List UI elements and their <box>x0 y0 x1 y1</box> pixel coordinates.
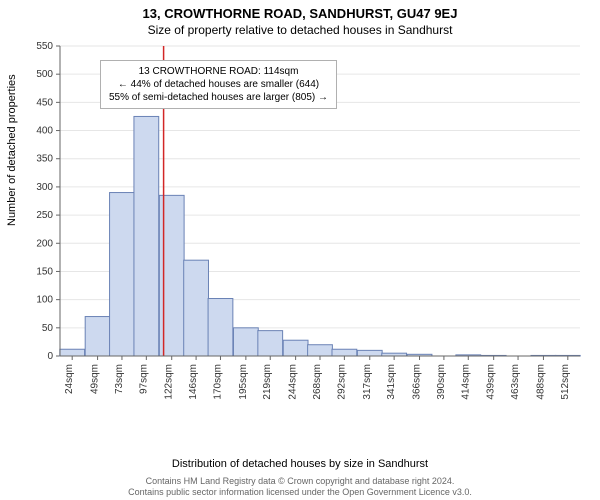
histogram-bar <box>110 193 135 356</box>
svg-text:250: 250 <box>36 210 53 221</box>
svg-text:50: 50 <box>42 323 54 334</box>
histogram-bar <box>134 116 159 356</box>
x-tick-label: 244sqm <box>288 364 299 400</box>
x-tick-label: 390sqm <box>436 364 447 400</box>
x-tick-label: 488sqm <box>535 364 546 400</box>
x-tick-label: 268sqm <box>312 364 323 400</box>
svg-text:450: 450 <box>36 97 53 108</box>
x-tick-label: 24sqm <box>64 364 75 394</box>
y-axis-label: Number of detached properties <box>6 74 18 226</box>
info-box-line1: 13 CROWTHORNE ROAD: 114sqm <box>109 65 328 78</box>
svg-text:500: 500 <box>36 69 53 80</box>
histogram-bar <box>308 345 333 356</box>
info-box-line3: 55% of semi-detached houses are larger (… <box>109 91 328 104</box>
histogram-bar <box>233 328 258 356</box>
x-tick-label: 463sqm <box>510 364 521 400</box>
x-tick-label: 170sqm <box>212 364 223 400</box>
histogram-bar <box>283 340 308 356</box>
svg-text:200: 200 <box>36 238 53 249</box>
x-tick-label: 512sqm <box>560 364 571 400</box>
x-tick-label: 292sqm <box>336 364 347 400</box>
svg-text:350: 350 <box>36 154 53 165</box>
chart-area: 05010015020025030035040045050055024sqm49… <box>60 46 580 406</box>
x-tick-label: 73sqm <box>114 364 125 394</box>
x-tick-label: 414sqm <box>460 364 471 400</box>
histogram-bar <box>184 260 209 356</box>
footer: Contains HM Land Registry data © Crown c… <box>0 476 600 498</box>
x-tick-label: 49sqm <box>90 364 101 394</box>
histogram-bar <box>60 349 85 356</box>
x-tick-label: 146sqm <box>188 364 199 400</box>
x-tick-label: 195sqm <box>238 364 249 400</box>
histogram-bar <box>85 317 110 356</box>
histogram-bar <box>208 299 233 356</box>
info-box-line2: ← 44% of detached houses are smaller (64… <box>109 78 328 91</box>
info-box: 13 CROWTHORNE ROAD: 114sqm ← 44% of deta… <box>100 60 337 109</box>
svg-text:550: 550 <box>36 41 53 52</box>
footer-line1: Contains HM Land Registry data © Crown c… <box>0 476 600 487</box>
title-sub: Size of property relative to detached ho… <box>0 21 600 37</box>
svg-text:100: 100 <box>36 295 53 306</box>
histogram-bar <box>258 331 283 356</box>
x-tick-label: 439sqm <box>486 364 497 400</box>
svg-text:400: 400 <box>36 126 53 137</box>
x-tick-label: 317sqm <box>362 364 373 400</box>
x-tick-label: 97sqm <box>138 364 149 394</box>
x-tick-label: 366sqm <box>412 364 423 400</box>
svg-text:150: 150 <box>36 266 53 277</box>
x-axis-label: Distribution of detached houses by size … <box>0 458 600 470</box>
x-tick-label: 219sqm <box>262 364 273 400</box>
svg-text:0: 0 <box>47 351 53 362</box>
footer-line2: Contains public sector information licen… <box>0 487 600 498</box>
histogram-bar <box>357 350 382 356</box>
chart-container: 13, CROWTHORNE ROAD, SANDHURST, GU47 9EJ… <box>0 0 600 500</box>
title-main: 13, CROWTHORNE ROAD, SANDHURST, GU47 9EJ <box>0 0 600 21</box>
svg-text:300: 300 <box>36 182 53 193</box>
histogram-bar <box>332 349 357 356</box>
x-tick-label: 122sqm <box>164 364 175 400</box>
x-tick-label: 341sqm <box>386 364 397 400</box>
